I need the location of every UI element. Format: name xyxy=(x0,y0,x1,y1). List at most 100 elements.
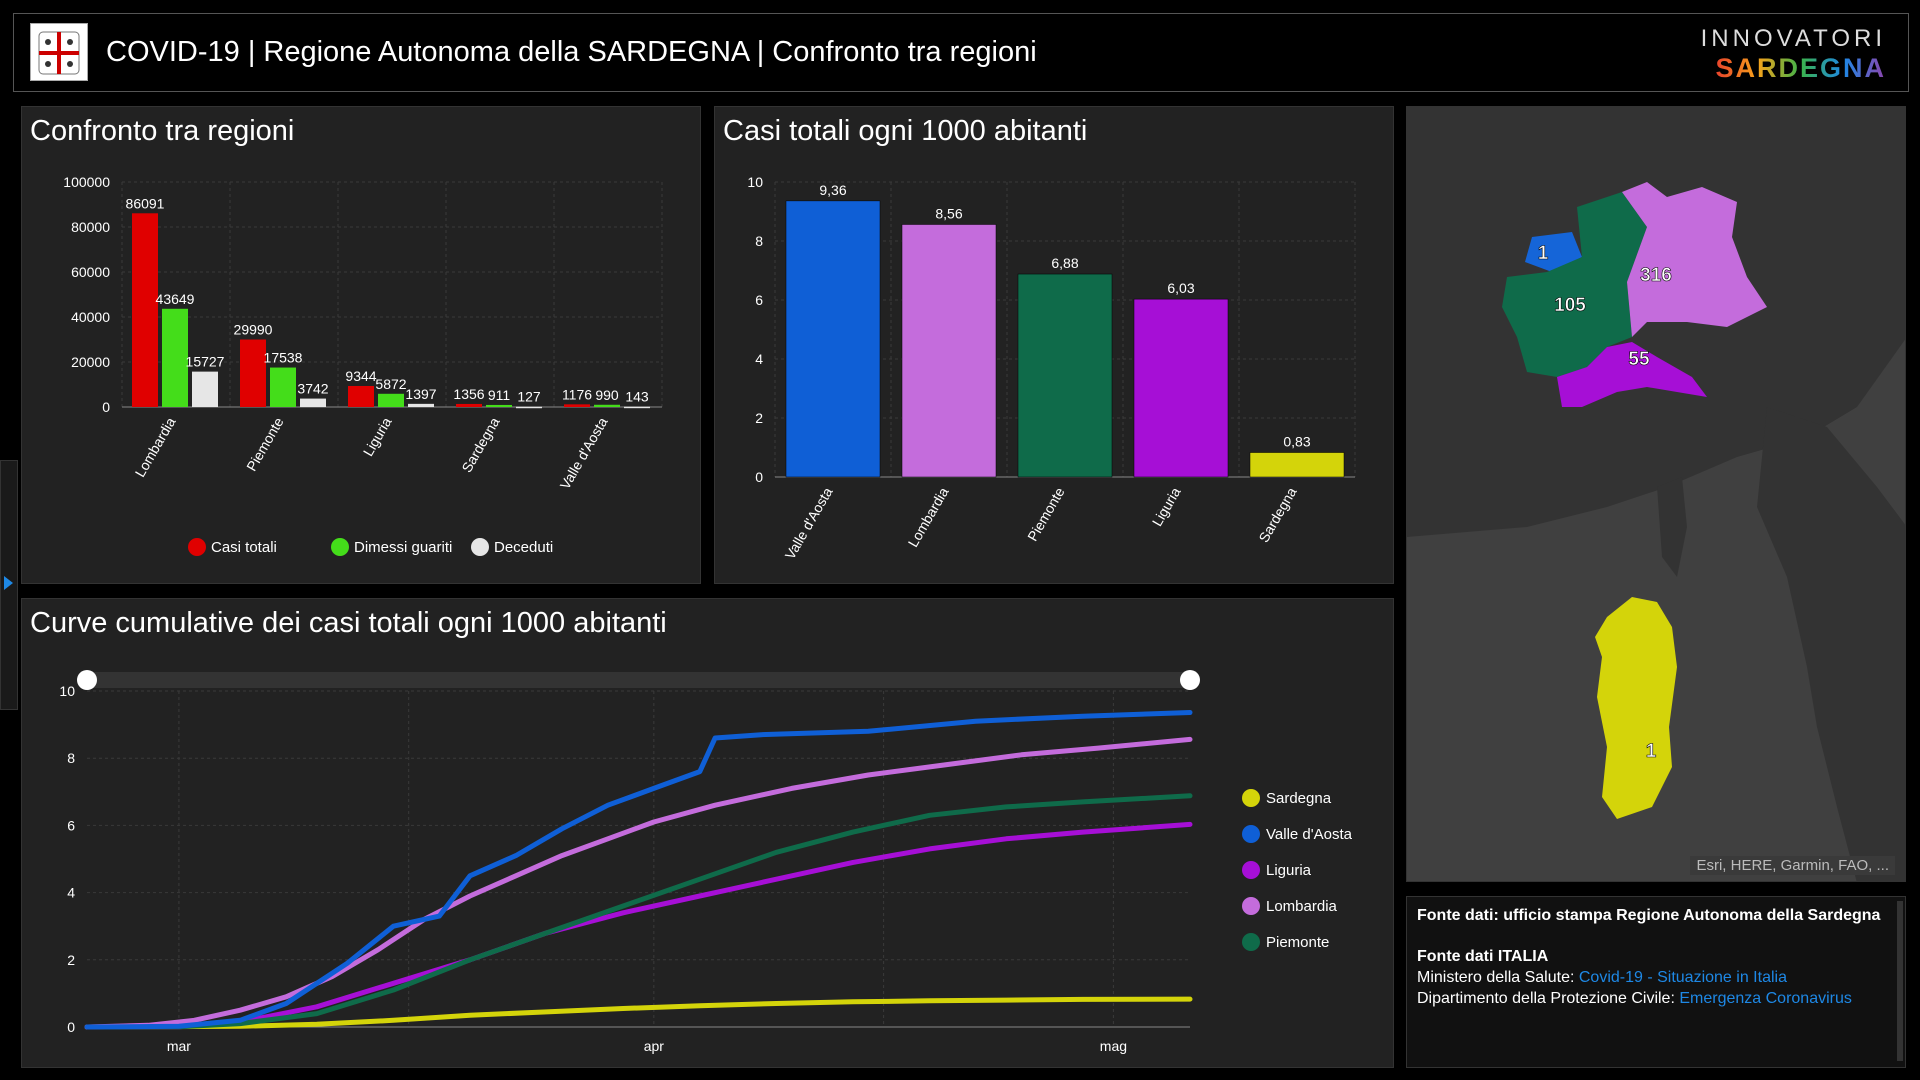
chart1-bar-liguria-casi_totali xyxy=(348,385,374,407)
chart1-category-label: Liguria xyxy=(360,414,395,459)
chart1-bar-lombardia-deceduti xyxy=(192,371,218,407)
chart2-category-label: Sardegna xyxy=(1255,484,1299,545)
chart2-ytick-label: 8 xyxy=(755,233,763,249)
chart1-bar-piemonte-dimessi_guariti xyxy=(270,367,296,407)
chart3-ytick-label: 2 xyxy=(67,952,75,968)
chart1-category-label: Lombardia xyxy=(132,414,179,479)
chart1-bar-label: 5872 xyxy=(375,376,406,392)
chart1-bar-label: 1176 xyxy=(562,386,592,402)
map-label-liguria: 55 xyxy=(1628,349,1650,370)
protezione-label: Dipartimento della Protezione Civile: xyxy=(1417,990,1680,1007)
chart3-range-slider-track xyxy=(87,672,1190,688)
chart1-bar-sardegna-deceduti xyxy=(516,406,542,409)
chart2-svg: 0 2 4 6 8 10 9,36 Valle d'Aosta 8,56 Lombardia 6,8… xyxy=(747,174,1356,562)
map-region-sardegna[interactable] xyxy=(1595,597,1677,819)
panel-curve: Curve cumulative dei casi totali ogni 10… xyxy=(21,598,1394,1068)
chart2-ytick-label: 2 xyxy=(755,410,763,426)
chart1-bar-label: 143 xyxy=(625,389,649,405)
chart1-bar-liguria-deceduti xyxy=(408,403,434,407)
chart3-xtick-label: mag xyxy=(1100,1038,1127,1054)
chart3-ytick-label: 6 xyxy=(67,817,75,833)
chart1-bar-label: 17538 xyxy=(264,350,303,366)
chart1-bar-label: 1356 xyxy=(453,386,484,402)
chart3-line-valle-d-aosta xyxy=(84,710,1193,1030)
chart3-legend-swatch xyxy=(1242,825,1260,843)
map-svg[interactable]: 1 316 105 55 1 xyxy=(1407,107,1906,882)
map-region-lombardia[interactable] xyxy=(1622,182,1767,337)
chart2-bar-label: 0,83 xyxy=(1283,434,1310,450)
chart1-ytick-label: 100000 xyxy=(63,174,110,190)
chart1-bar-label: 990 xyxy=(595,387,619,403)
chart2-ytick-label: 10 xyxy=(747,174,763,190)
map-label-valle-d-aosta: 1 xyxy=(1538,243,1549,264)
chart2-bar-label: 8,56 xyxy=(935,205,962,221)
map-label-sardegna: 1 xyxy=(1646,741,1657,762)
chart1-bar-label: 911 xyxy=(488,387,511,403)
chart3-legend-label: Liguria xyxy=(1266,862,1312,879)
land-corsica xyxy=(1657,477,1687,577)
chart1-bar-lombardia-dimessi_guariti xyxy=(162,308,188,407)
chart3-title: Curve cumulative dei casi totali ogni 10… xyxy=(30,607,667,639)
chart1-bar-label: 86091 xyxy=(126,195,165,211)
chart1-legend-label: Dimessi guariti xyxy=(354,539,452,556)
protezione-link[interactable]: Emergenza Coronavirus xyxy=(1679,990,1852,1007)
map-label-lombardia: 316 xyxy=(1640,265,1672,286)
chart2-category-label: Piemonte xyxy=(1024,484,1068,543)
chart3-line-sardegna xyxy=(84,996,1193,1030)
chart3-ytick-label: 8 xyxy=(67,750,75,766)
map-region-piemonte[interactable] xyxy=(1502,192,1647,377)
chart1-legend-label: Deceduti xyxy=(494,539,553,556)
chart2-bar-piemonte xyxy=(1017,273,1113,478)
info-panel: Fonte dati: ufficio stampa Regione Auton… xyxy=(1406,896,1906,1068)
fonte-regione: Fonte dati: ufficio stampa Regione Auton… xyxy=(1417,907,1881,924)
chart2-bar-label: 9,36 xyxy=(819,182,846,198)
map-region-liguria[interactable] xyxy=(1557,342,1707,407)
chart1-svg: 0 20000 40000 60000 80000 100000 86091 43649 157… xyxy=(63,174,663,556)
chart3-line-lombardia xyxy=(84,736,1193,1030)
fonte-italia-title: Fonte dati ITALIA xyxy=(1417,948,1549,965)
brand-innovatori: INNOVATORI xyxy=(1700,25,1886,52)
chart1-bar-label: 9344 xyxy=(345,368,376,384)
map-attribution[interactable]: Esri, HERE, Garmin, FAO, ... xyxy=(1690,856,1895,875)
chart1-bar-sardegna-casi_totali xyxy=(456,403,482,407)
chart1-ytick-label: 0 xyxy=(102,399,110,415)
chart3-xtick-label: apr xyxy=(644,1038,665,1054)
chart2-category-label: Valle d'Aosta xyxy=(782,484,836,562)
map-panel[interactable]: 1 316 105 55 1 Esri, HERE, Garmin, FAO, … xyxy=(1406,106,1906,882)
chart1-bar-piemonte-deceduti xyxy=(300,398,326,407)
ministero-link[interactable]: Covid-19 - Situazione in Italia xyxy=(1578,969,1787,986)
expand-arrow-icon[interactable] xyxy=(4,576,13,590)
chart3-legend-label: Piemonte xyxy=(1266,934,1329,951)
chart1-bar-sardegna-dimessi_guariti xyxy=(486,404,512,407)
chart2-ytick-label: 0 xyxy=(755,469,763,485)
chart1-bar-label: 127 xyxy=(517,389,541,405)
chart1-legend-swatch xyxy=(188,538,206,556)
info-scrollbar[interactable] xyxy=(1897,901,1903,1061)
chart1-bar-label: 1397 xyxy=(405,386,436,402)
header-bar: COVID-19 | Regione Autonoma della SARDEG… xyxy=(13,13,1909,92)
chart3-legend-label: Valle d'Aosta xyxy=(1266,826,1353,843)
chart1-ytick-label: 60000 xyxy=(71,264,110,280)
chart1-bar-label: 3742 xyxy=(297,381,328,397)
chart1-ytick-label: 20000 xyxy=(71,354,110,370)
chart2-title: Casi totali ogni 1000 abitanti xyxy=(723,115,1088,147)
chart1-bar-valle-d-aosta-deceduti xyxy=(624,406,650,409)
chart2-bar-label: 6,88 xyxy=(1051,255,1078,271)
chart2-bar-valle-d-aosta xyxy=(785,200,881,478)
chart3-xtick-label: mar xyxy=(167,1038,191,1054)
chart1-title: Confronto tra regioni xyxy=(30,115,295,147)
side-panel-toggle[interactable] xyxy=(0,460,18,710)
chart3-svg: 0 2 4 6 8 10 mar apr mag Sardegna Valle d'Aosta Lig… xyxy=(59,670,1353,1054)
chart2-bar-label: 6,03 xyxy=(1167,280,1194,296)
chart1-category-label: Sardegna xyxy=(458,414,502,475)
panel-confronto: Confronto tra regioni 0 20000 40000 60000 80… xyxy=(21,106,701,584)
chart3-ytick-label: 0 xyxy=(67,1019,75,1035)
brand-sardegna: SARDEGNA xyxy=(1715,53,1886,83)
chart3-range-handle-start[interactable] xyxy=(77,670,97,690)
chart3-range-handle-end[interactable] xyxy=(1180,670,1200,690)
map-region-valle-d-aosta[interactable] xyxy=(1525,232,1582,272)
chart2-bar-liguria xyxy=(1133,298,1229,478)
chart1-category-label: Piemonte xyxy=(243,414,287,473)
chart1-legend-swatch xyxy=(471,538,489,556)
ministero-label: Ministero della Salute: xyxy=(1417,969,1579,986)
